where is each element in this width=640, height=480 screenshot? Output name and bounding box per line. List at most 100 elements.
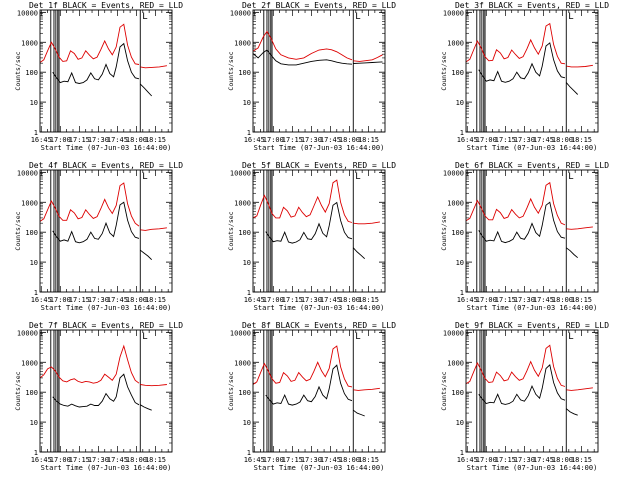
x-axis-label: Start Time (07-Jun-03 16:44:00) — [254, 304, 385, 312]
x-tick-label: 18:00 — [339, 296, 360, 304]
panel-det-8: Det 8f BLACK = Events, RED = LLD 1 10 100 10… — [227, 321, 396, 472]
legend-marker: L — [568, 332, 573, 342]
y-tick-label: 10000 — [17, 9, 38, 17]
panel-det-7: Det 7f BLACK = Events, RED = LLD 1 10 100 10… — [14, 321, 183, 472]
x-tick-label: 16:45 — [457, 136, 478, 144]
y-tick-label: 100 — [238, 389, 251, 397]
y-tick-label: 10000 — [443, 9, 464, 17]
series-events-line — [140, 404, 152, 411]
series-events-line — [478, 364, 566, 405]
x-tick-label: 17:45 — [107, 136, 128, 144]
series-lld-line — [353, 387, 380, 391]
series-events-line — [566, 247, 578, 259]
series-events-line — [265, 201, 353, 244]
plot-frame — [465, 9, 599, 133]
x-tick-label: 17:45 — [107, 456, 128, 464]
x-tick-label: 17:45 — [320, 456, 341, 464]
x-tick-label: 18:15 — [145, 296, 166, 304]
y-tick-label: 1 — [460, 129, 464, 137]
panel-title: Det 5f BLACK = Events, RED = LLD — [242, 161, 396, 170]
y-tick-label: 10000 — [230, 329, 251, 337]
x-tick-label: 18:15 — [145, 456, 166, 464]
x-tick-label: 18:00 — [552, 456, 573, 464]
y-tick-label: 10 — [243, 99, 251, 107]
legend-marker: L — [355, 12, 360, 22]
plot-frame — [39, 9, 173, 133]
x-tick-label: 17:30 — [301, 456, 322, 464]
y-tick-label: 10000 — [443, 329, 464, 337]
series-events-line — [353, 61, 383, 64]
x-tick-label: 18:15 — [571, 296, 592, 304]
x-tick-label: 17:15 — [282, 136, 303, 144]
panel-title: Det 6f BLACK = Events, RED = LLD — [455, 161, 609, 170]
x-axis-label: Start Time (07-Jun-03 16:44:00) — [41, 304, 172, 312]
y-tick-label: 100 — [238, 229, 251, 237]
y-tick-label: 100 — [451, 229, 464, 237]
panel-title: Det 4f BLACK = Events, RED = LLD — [29, 161, 183, 170]
series-lld-line — [40, 23, 140, 65]
y-tick-label: 1000 — [21, 199, 38, 207]
panel-title: Det 7f BLACK = Events, RED = LLD — [29, 321, 183, 330]
y-tick-label: 1 — [247, 289, 251, 297]
x-axis-label: Start Time (07-Jun-03 16:44:00) — [41, 464, 172, 472]
x-tick-label: 17:00 — [50, 456, 71, 464]
series-events-line — [52, 42, 140, 84]
y-tick-label: 1000 — [234, 199, 251, 207]
legend-marker: L — [355, 332, 360, 342]
x-tick-label: 18:15 — [358, 136, 379, 144]
legend-marker: L — [568, 12, 573, 22]
x-tick-label: 17:30 — [514, 296, 535, 304]
series-lld-line — [353, 221, 380, 225]
plot-frame — [252, 9, 386, 133]
y-axis-label: Counts/sec — [440, 51, 448, 90]
y-tick-label: 10 — [456, 259, 464, 267]
series-lld-line — [566, 226, 593, 230]
x-tick-label: 17:00 — [263, 296, 284, 304]
y-axis-label: Counts/sec — [440, 211, 448, 250]
series-events-line — [265, 364, 353, 406]
x-tick-label: 17:15 — [69, 296, 90, 304]
x-tick-label: 18:15 — [358, 456, 379, 464]
panel-title: Det 3f BLACK = Events, RED = LLD — [455, 1, 609, 10]
y-tick-label: 10 — [456, 99, 464, 107]
legend-marker: L — [142, 172, 147, 182]
panel-det-1: Det 1f BLACK = Events, RED = LLD 1 10 100 10… — [14, 1, 183, 152]
x-tick-label: 17:30 — [301, 136, 322, 144]
panel-title: Det 9f BLACK = Events, RED = LLD — [455, 321, 609, 330]
x-axis-label: Start Time (07-Jun-03 16:44:00) — [467, 464, 598, 472]
series-lld-line — [140, 65, 167, 69]
x-tick-label: 17:15 — [495, 296, 516, 304]
x-tick-label: 18:00 — [126, 296, 147, 304]
series-events-line — [352, 247, 366, 260]
y-axis-label: Counts/sec — [440, 371, 448, 410]
y-tick-label: 1 — [460, 449, 464, 457]
x-tick-label: 17:00 — [476, 456, 497, 464]
x-tick-label: 17:30 — [514, 456, 535, 464]
y-tick-label: 10 — [243, 259, 251, 267]
x-tick-label: 17:15 — [495, 456, 516, 464]
x-tick-label: 17:15 — [282, 456, 303, 464]
x-tick-label: 17:30 — [88, 136, 109, 144]
y-axis-label: Counts/sec — [14, 211, 22, 250]
x-tick-label: 16:45 — [244, 456, 265, 464]
x-tick-label: 16:45 — [31, 296, 52, 304]
y-tick-label: 10000 — [17, 169, 38, 177]
panel-det-5: Det 5f BLACK = Events, RED = LLD 1 10 100 10… — [227, 161, 396, 312]
y-tick-label: 100 — [25, 389, 38, 397]
series-events-line — [353, 409, 365, 417]
panel-det-9: Det 9f BLACK = Events, RED = LLD 1 10 100 10… — [440, 321, 609, 472]
x-tick-label: 18:15 — [145, 136, 166, 144]
series-lld-line — [466, 181, 566, 226]
panel-det-2: Det 2f BLACK = Events, RED = LLD 1 10 100 10… — [227, 1, 396, 152]
y-tick-label: 1000 — [234, 359, 251, 367]
x-tick-label: 17:15 — [282, 296, 303, 304]
x-tick-label: 18:15 — [571, 456, 592, 464]
x-axis-label: Start Time (07-Jun-03 16:44:00) — [41, 144, 172, 152]
y-tick-label: 10000 — [230, 9, 251, 17]
y-tick-label: 1000 — [21, 39, 38, 47]
series-lld-line — [40, 182, 140, 227]
x-tick-label: 17:30 — [301, 296, 322, 304]
x-tick-label: 17:00 — [263, 456, 284, 464]
series-events-line — [52, 201, 140, 244]
x-tick-label: 17:15 — [69, 456, 90, 464]
